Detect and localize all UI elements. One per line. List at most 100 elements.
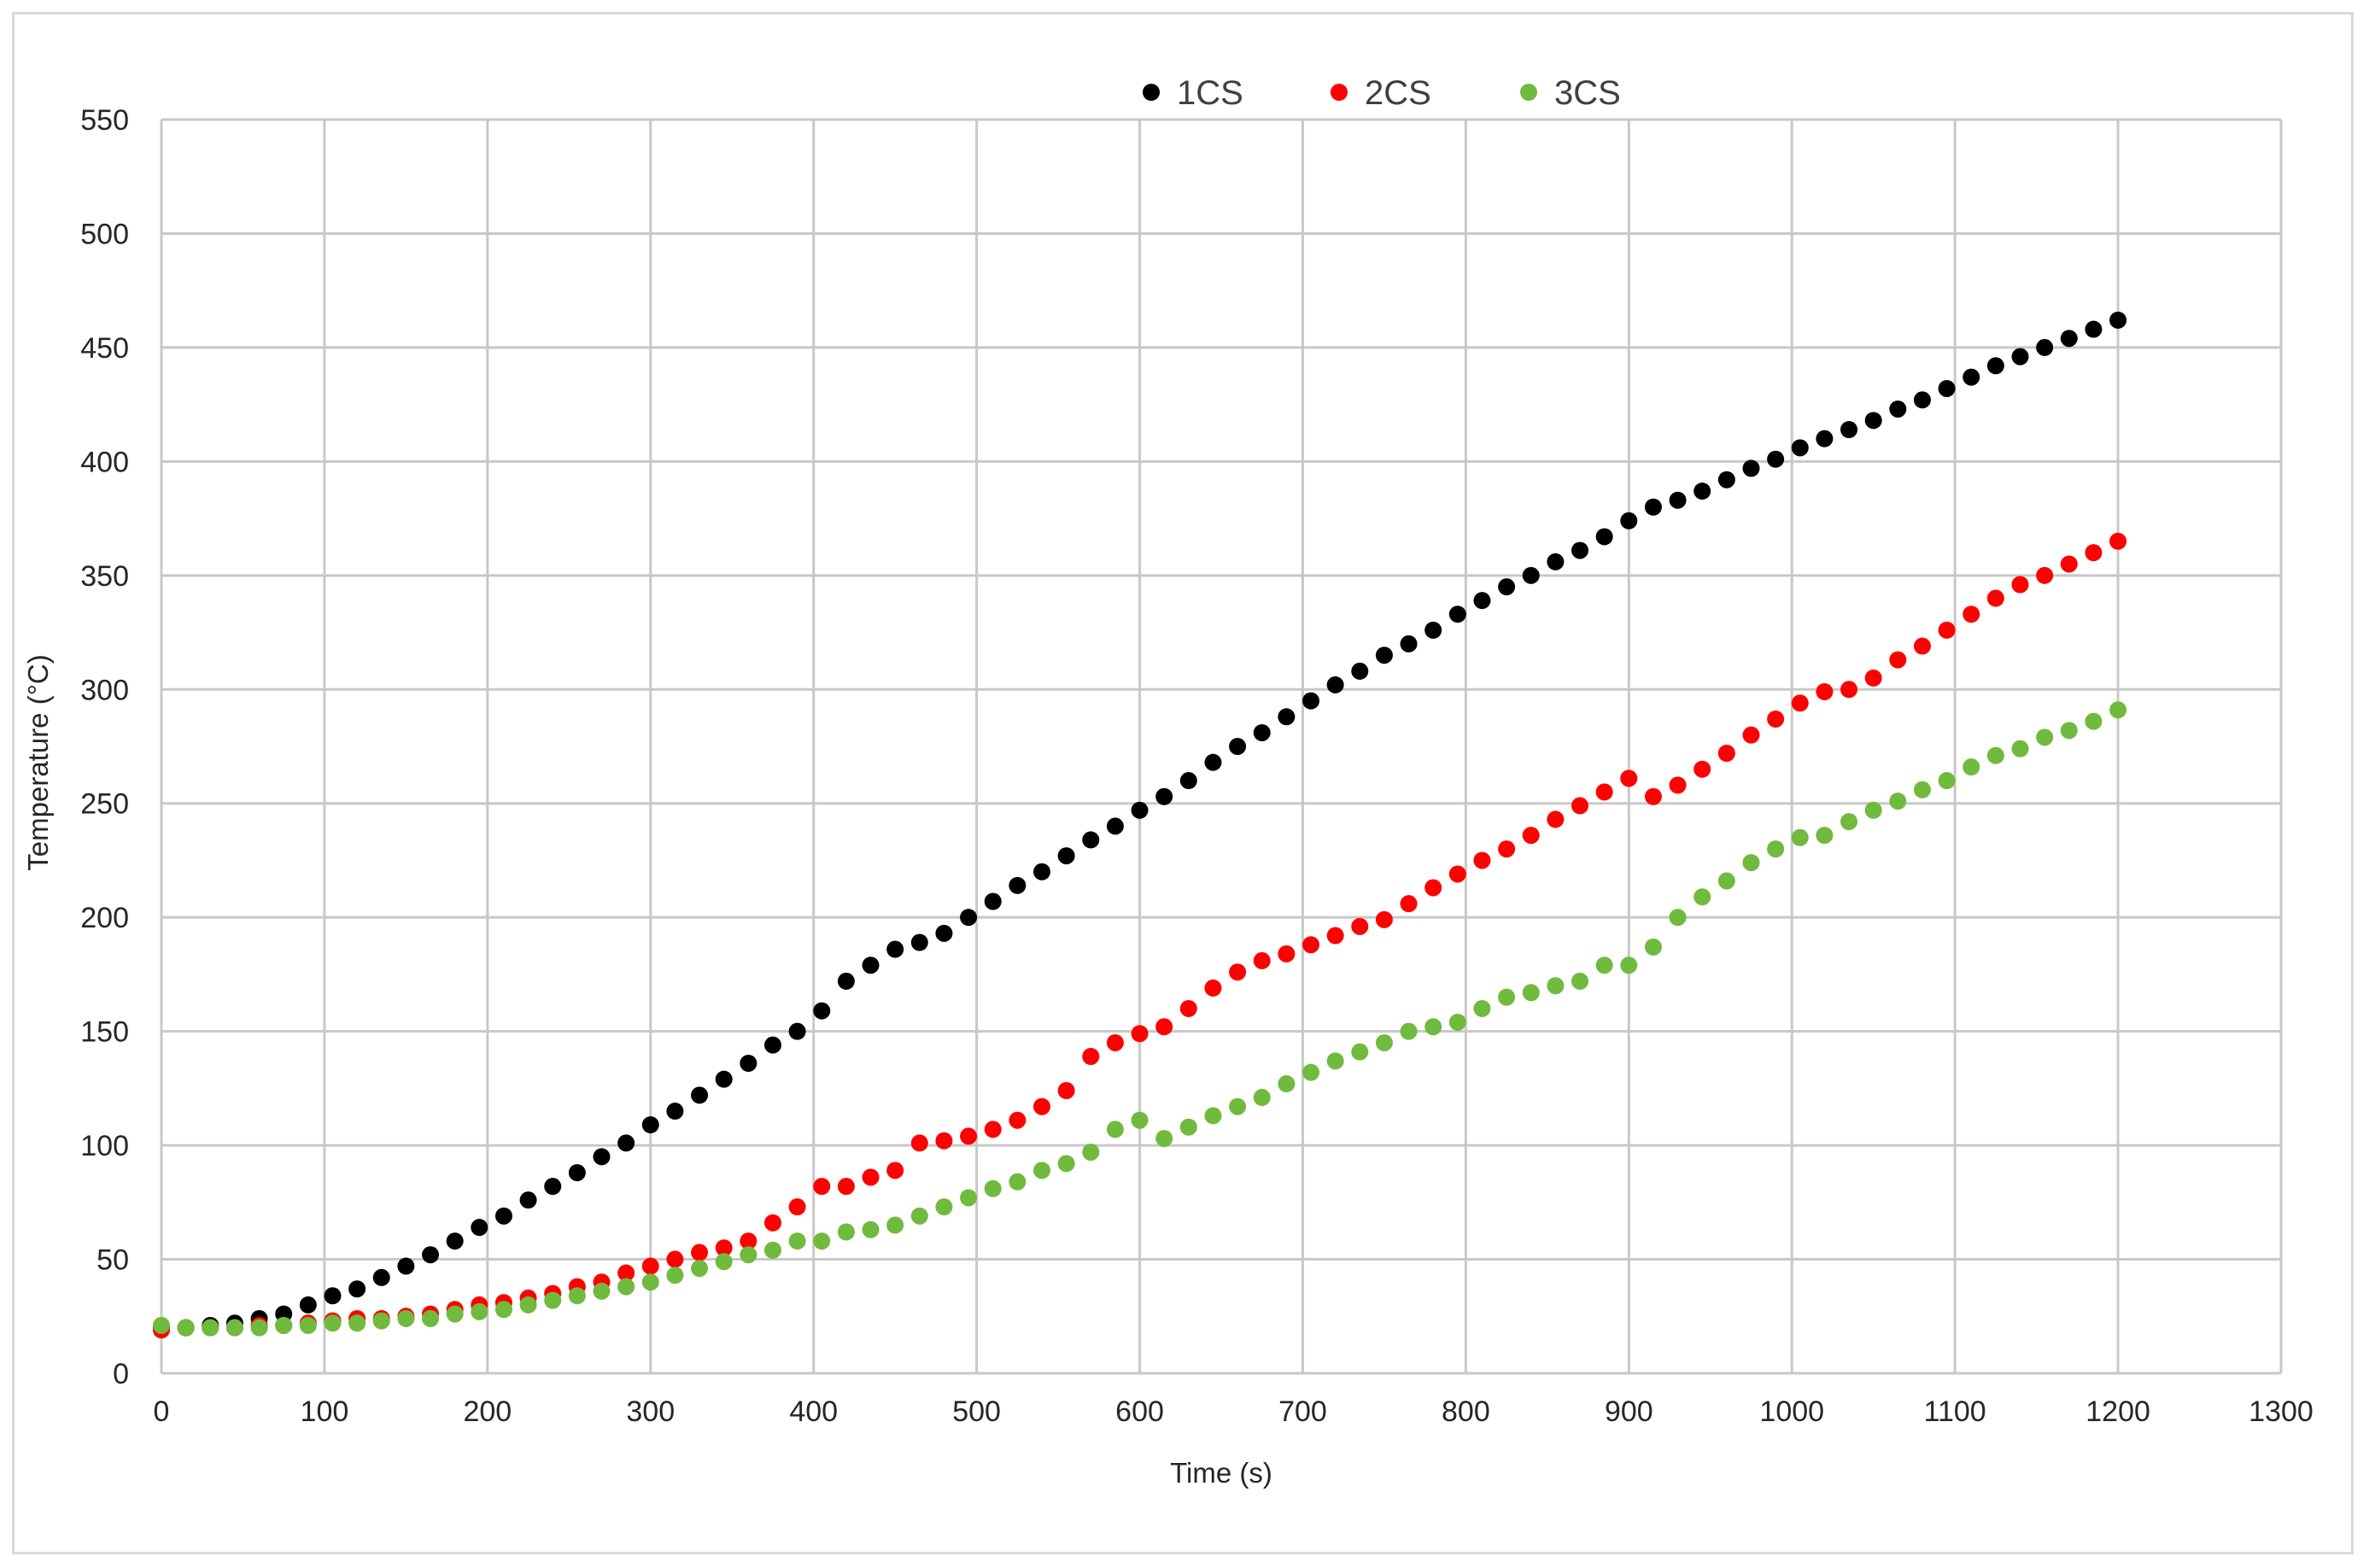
data-point — [1375, 1033, 1393, 1051]
data-point — [740, 1232, 757, 1250]
data-points — [153, 311, 2127, 1339]
data-point — [910, 1207, 928, 1225]
data-point — [1742, 854, 1760, 872]
series-3CS — [153, 701, 2127, 1337]
data-point — [1131, 1111, 1149, 1129]
data-point — [935, 1198, 953, 1216]
data-point — [960, 909, 978, 927]
data-point — [1106, 1120, 1124, 1138]
data-point — [446, 1232, 464, 1250]
data-point — [617, 1134, 635, 1152]
data-point — [1082, 1047, 1100, 1065]
legend-label: 2CS — [1365, 74, 1431, 112]
data-point — [1840, 420, 1858, 438]
data-point — [1229, 1097, 1247, 1115]
data-point — [862, 1220, 880, 1238]
data-point — [1253, 723, 1271, 741]
legend: 1CS 2CS 3CS — [1143, 74, 1621, 112]
data-point — [2011, 348, 2029, 366]
data-point — [740, 1246, 757, 1264]
data-point — [1400, 635, 1418, 652]
data-point — [177, 1319, 195, 1337]
data-point — [422, 1246, 440, 1264]
data-point — [1204, 753, 1222, 771]
data-point — [960, 1127, 978, 1145]
data-point — [1571, 541, 1589, 559]
data-point — [788, 1022, 806, 1040]
data-point — [1816, 827, 1834, 845]
y-tick-label: 550 — [80, 104, 129, 137]
data-point — [1351, 917, 1369, 935]
x-tick-label: 500 — [952, 1395, 1001, 1428]
data-point — [984, 1120, 1002, 1138]
data-point — [1057, 847, 1075, 865]
data-point — [2036, 728, 2054, 746]
data-point — [1082, 831, 1100, 849]
data-point — [1767, 710, 1785, 728]
data-point — [910, 933, 928, 951]
data-point — [299, 1296, 317, 1313]
data-point — [813, 1002, 831, 1020]
data-point — [1400, 1022, 1418, 1040]
data-point — [1864, 669, 1882, 687]
data-point — [1595, 528, 1613, 546]
data-point — [691, 1086, 709, 1104]
data-point — [568, 1287, 586, 1305]
data-point — [2011, 740, 2029, 758]
data-point — [1498, 840, 1516, 858]
data-point — [1229, 963, 1247, 981]
data-point — [862, 957, 880, 974]
data-point — [1400, 895, 1418, 913]
data-point — [666, 1267, 684, 1284]
data-point — [813, 1232, 831, 1250]
data-point — [837, 1178, 855, 1196]
data-point — [494, 1207, 512, 1225]
data-point — [1106, 1033, 1124, 1051]
x-tick-label: 800 — [1442, 1395, 1490, 1428]
data-point — [1913, 781, 1931, 799]
data-point — [544, 1178, 562, 1196]
data-point — [1326, 676, 1344, 693]
data-point — [2036, 566, 2054, 584]
x-tick-label: 200 — [463, 1395, 512, 1428]
x-tick-label: 1000 — [1759, 1395, 1824, 1428]
data-point — [1375, 910, 1393, 928]
data-point — [666, 1103, 684, 1120]
data-point — [1253, 951, 1271, 969]
x-tick-label: 600 — [1115, 1395, 1164, 1428]
legend-marker — [1143, 84, 1160, 101]
data-point — [691, 1260, 709, 1278]
data-point — [984, 1179, 1002, 1197]
data-point — [2085, 712, 2103, 730]
data-point — [1571, 797, 1589, 815]
series-1CS — [153, 311, 2127, 1337]
data-point — [1742, 459, 1760, 477]
data-point — [1032, 863, 1050, 881]
data-point — [1302, 1063, 1320, 1081]
data-point — [1278, 708, 1296, 726]
data-point — [1986, 357, 2004, 375]
data-point — [862, 1168, 880, 1186]
legend-item: 2CS — [1331, 74, 1431, 112]
data-point — [1179, 772, 1197, 790]
data-point — [519, 1296, 537, 1313]
data-point — [715, 1239, 733, 1257]
data-point — [1840, 813, 1858, 831]
legend-label: 1CS — [1177, 74, 1243, 112]
data-point — [666, 1250, 684, 1268]
data-point — [1742, 726, 1760, 744]
data-point — [593, 1148, 611, 1166]
data-point — [1693, 483, 1711, 500]
data-point — [1669, 491, 1687, 509]
data-point — [1009, 1111, 1027, 1129]
data-point — [1595, 783, 1613, 801]
data-point — [1962, 758, 1980, 776]
x-axis-tick-labels: 0 100 200 300 400 500 600 700 800 900 1000 1100 1200… — [154, 1395, 2313, 1428]
data-point — [1938, 772, 1956, 790]
data-point — [1522, 827, 1540, 845]
y-tick-label: 100 — [80, 1130, 129, 1162]
data-point — [1009, 1173, 1027, 1191]
data-point — [1595, 957, 1613, 974]
data-point — [2109, 311, 2127, 329]
